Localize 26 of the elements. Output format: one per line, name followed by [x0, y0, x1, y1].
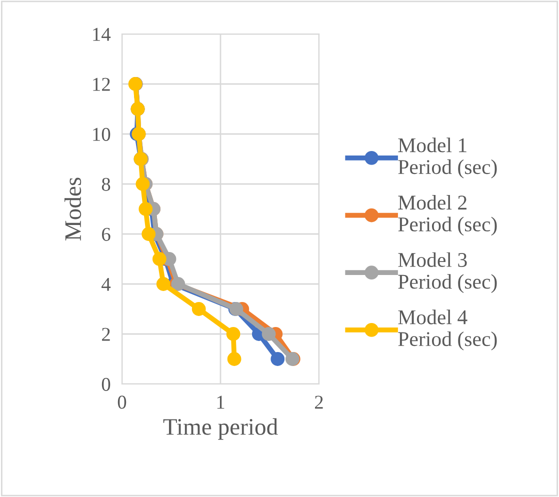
y-tick-label: 10: [93, 128, 110, 141]
legend-label: Model 1 Period (sec): [398, 138, 497, 178]
point: [270, 352, 285, 366]
point: [192, 302, 206, 316]
point: [226, 327, 240, 341]
point: [152, 252, 166, 266]
legend-label: Model 2 Period (sec): [398, 194, 497, 236]
x-tick-label: 2: [314, 396, 323, 409]
y-tick-label: 12: [93, 78, 110, 91]
legend-label: Model 4 Period (sec): [398, 310, 497, 350]
y-tick-label: 14: [93, 28, 111, 41]
y-tick-label: 2: [102, 328, 110, 341]
y-tick-label: 6: [102, 228, 110, 241]
point: [156, 277, 170, 291]
point: [227, 352, 242, 366]
y-axis-title: Modes: [64, 178, 82, 240]
y-tick-label: 0: [102, 378, 110, 391]
point: [262, 327, 276, 341]
point: [138, 202, 153, 216]
y-tick-label: 4: [102, 278, 111, 291]
legend-label: Model 3 Period (sec): [398, 252, 497, 294]
x-axis-title: Time period: [163, 418, 278, 440]
x-tick-label: 0: [118, 396, 126, 409]
y-tick-label: 8: [102, 178, 110, 191]
point: [142, 227, 156, 241]
x-tick-label: 1: [217, 396, 224, 409]
